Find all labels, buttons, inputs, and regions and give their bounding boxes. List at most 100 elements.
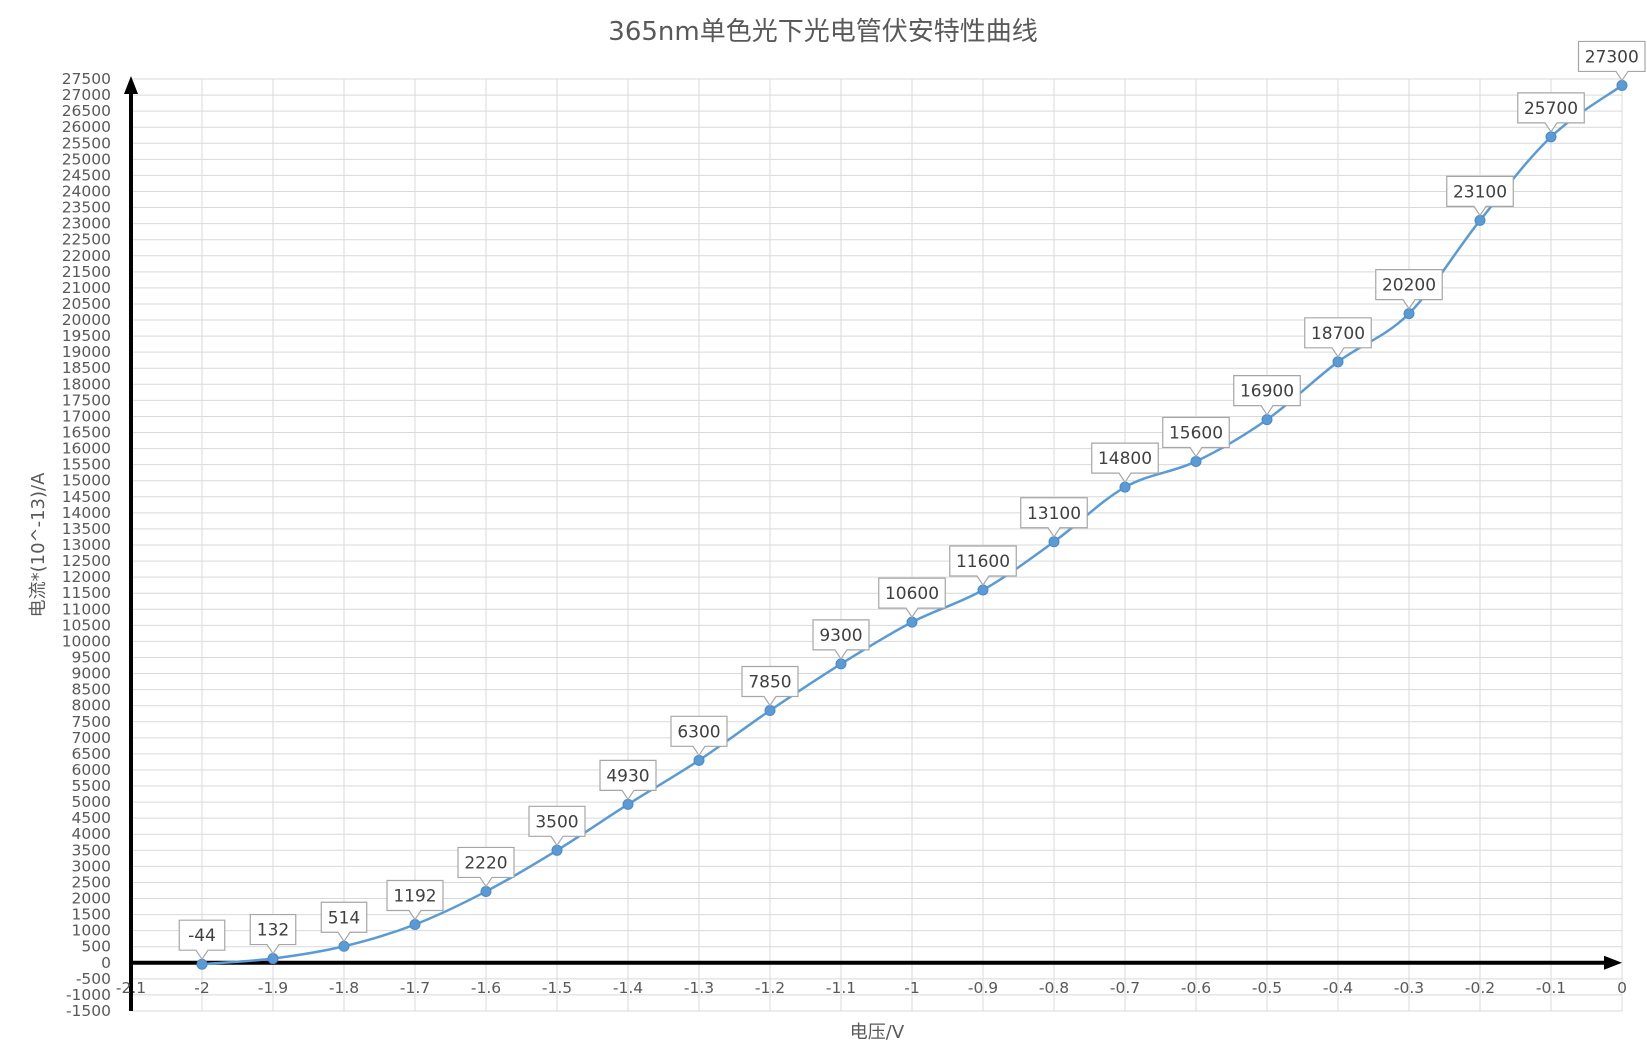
data-label: 15600 xyxy=(1162,416,1230,458)
y-tick-label: 13500 xyxy=(62,520,111,538)
data-point xyxy=(1474,214,1486,226)
data-label: 10600 xyxy=(878,577,946,619)
y-tick-label: 11000 xyxy=(62,600,111,618)
x-tick-label: -1.1 xyxy=(826,979,856,997)
x-tick-label: -0.8 xyxy=(1039,979,1069,997)
data-label-text: 1192 xyxy=(393,886,436,906)
x-axis-title: 电压/V xyxy=(850,1022,905,1043)
data-label: 16900 xyxy=(1233,375,1301,416)
data-point xyxy=(1119,481,1131,493)
y-tick-label: 0 xyxy=(101,954,111,972)
y-tick-label: 14500 xyxy=(62,488,111,506)
x-tick-label: -1 xyxy=(904,979,919,997)
data-label-box xyxy=(670,715,728,757)
y-tick-label: 26000 xyxy=(62,118,111,136)
y-tick-label: 12000 xyxy=(62,568,111,586)
y-tick-label: 20000 xyxy=(62,311,111,329)
data-label-box xyxy=(1233,375,1301,416)
y-tick-label: 10500 xyxy=(62,616,111,634)
data-label-text: 18700 xyxy=(1311,324,1365,344)
x-tick-label: -1.7 xyxy=(400,979,430,997)
data-label-text: 23100 xyxy=(1453,182,1507,202)
data-label: 6300 xyxy=(670,715,728,757)
data-point xyxy=(622,798,634,810)
data-point xyxy=(196,958,208,970)
y-tick-label: 20500 xyxy=(62,295,111,313)
data-label: -44 xyxy=(178,919,226,961)
data-label: 9300 xyxy=(812,619,870,660)
y-tick-label: 7000 xyxy=(72,729,111,747)
x-tick-label: -2 xyxy=(194,979,209,997)
x-tick-label: -0.7 xyxy=(1110,979,1140,997)
data-label: 2220 xyxy=(457,846,515,888)
y-tick-label: -1500 xyxy=(66,1002,111,1020)
data-label-box xyxy=(741,665,799,707)
x-tick-label: -1.3 xyxy=(684,979,714,997)
data-label-text: 13100 xyxy=(1027,504,1081,524)
data-point xyxy=(1545,131,1557,143)
data-point xyxy=(764,705,776,717)
data-label-box xyxy=(1375,269,1443,310)
y-tick-label: 17500 xyxy=(62,391,111,409)
data-point xyxy=(1616,79,1628,91)
y-tick-label: 5500 xyxy=(72,777,111,795)
data-label-text: 3500 xyxy=(535,812,578,832)
data-label-box xyxy=(878,577,946,619)
data-label: 25700 xyxy=(1517,92,1585,133)
data-label-box xyxy=(949,545,1017,587)
data-point xyxy=(1332,356,1344,368)
y-tick-label: 6000 xyxy=(72,761,111,779)
y-tick-label: 26500 xyxy=(62,102,111,120)
data-label-text: -44 xyxy=(188,926,216,946)
data-label-box xyxy=(1020,497,1088,538)
data-label: 23100 xyxy=(1446,175,1514,217)
data-label-text: 16900 xyxy=(1240,382,1294,402)
data-label: 20200 xyxy=(1375,269,1443,310)
data-label-box xyxy=(1091,442,1159,484)
y-tick-label: 15500 xyxy=(62,456,111,474)
data-label-text: 2220 xyxy=(464,853,507,873)
data-label-text: 9300 xyxy=(819,626,862,646)
y-tick-label: 15000 xyxy=(62,472,111,490)
y-tick-label: 12500 xyxy=(62,552,111,570)
y-tick-label: 23000 xyxy=(62,215,111,233)
x-tick-label: -1.9 xyxy=(258,979,288,997)
data-point xyxy=(409,918,421,930)
y-tick-label: 3000 xyxy=(72,857,111,875)
data-label: 7850 xyxy=(741,665,799,707)
y-tick-label: 19000 xyxy=(62,343,111,361)
data-label-box xyxy=(178,919,226,961)
y-tick-label: 1500 xyxy=(72,906,111,924)
y-tick-label: 27000 xyxy=(62,86,111,104)
data-label-text: 6300 xyxy=(677,722,720,742)
y-tick-label: 3500 xyxy=(72,841,111,859)
y-axis-title: 电流*(10^-13)/A xyxy=(28,472,49,617)
data-label: 18700 xyxy=(1304,317,1372,358)
y-tick-label: 23500 xyxy=(62,199,111,217)
data-label: 14800 xyxy=(1091,442,1159,484)
x-tick-label: -1.5 xyxy=(542,979,572,997)
data-label: 514 xyxy=(320,901,368,943)
data-point xyxy=(693,754,705,766)
y-tick-label: 25000 xyxy=(62,150,111,168)
x-tick-label: -0.9 xyxy=(968,979,998,997)
y-tick-label: 8000 xyxy=(72,697,111,715)
data-label-text: 11600 xyxy=(956,552,1010,572)
data-point xyxy=(480,885,492,897)
y-tick-label: 2500 xyxy=(72,873,111,891)
data-label: 13100 xyxy=(1020,497,1088,538)
y-tick-label: 7500 xyxy=(72,713,111,731)
data-label: 3500 xyxy=(528,805,586,847)
data-label-box xyxy=(1517,92,1585,133)
data-label-text: 27300 xyxy=(1585,47,1639,67)
y-tick-label: 11500 xyxy=(62,584,111,602)
y-tick-label: 1000 xyxy=(72,922,111,940)
data-label: 27300 xyxy=(1577,40,1646,82)
data-point xyxy=(977,584,989,596)
data-label-text: 14800 xyxy=(1098,449,1152,469)
data-label-text: 10600 xyxy=(885,584,939,604)
y-tick-label: 500 xyxy=(81,938,111,956)
data-label-text: 132 xyxy=(257,921,289,941)
y-tick-label: 22000 xyxy=(62,247,111,265)
x-tick-label: -0.3 xyxy=(1394,979,1424,997)
